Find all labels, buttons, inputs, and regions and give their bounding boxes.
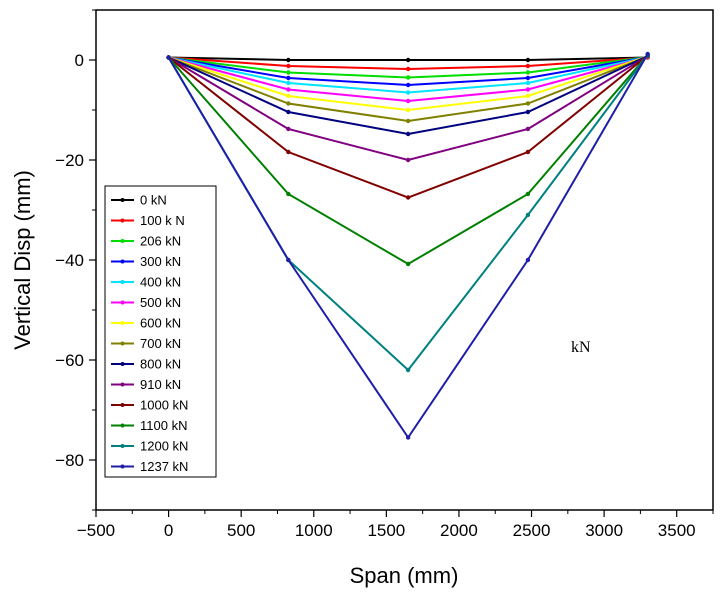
- legend: 0 kN 100 k N 206 kN 300 kN 400 kN 500 kN 600 k…: [104, 185, 217, 478]
- data-point: [525, 191, 531, 197]
- y-tick-label: 0: [75, 51, 84, 70]
- legend-marker: [120, 341, 125, 346]
- legend-label: 0 kN: [140, 193, 167, 208]
- data-point: [405, 131, 411, 137]
- series-lines: [166, 51, 650, 440]
- x-tick-label: 2000: [440, 521, 478, 540]
- x-tick-label: 500: [227, 521, 255, 540]
- data-point: [525, 63, 531, 69]
- data-point: [286, 257, 291, 263]
- legend-marker: [120, 444, 125, 448]
- y-tick-label: −80: [55, 451, 84, 470]
- legend-label: 300 kN: [140, 254, 181, 269]
- data-point: [525, 101, 531, 106]
- y-tick-label: −40: [55, 251, 84, 270]
- data-point: [166, 55, 171, 60]
- legend-marker: [120, 239, 125, 243]
- data-point: [405, 107, 411, 113]
- data-point: [405, 261, 411, 267]
- data-point: [286, 191, 291, 197]
- data-point: [405, 195, 411, 200]
- legend-marker: [120, 382, 125, 387]
- legend-label: 1100 kN: [140, 418, 187, 433]
- data-point: [405, 367, 411, 373]
- data-point: [286, 63, 291, 69]
- data-point: [405, 90, 411, 95]
- legend-marker: [120, 423, 125, 428]
- data-point: [645, 51, 650, 57]
- data-point: [286, 57, 291, 63]
- legend-marker: [120, 280, 125, 284]
- data-point: [405, 57, 411, 63]
- legend-label: 206 kN: [140, 234, 181, 249]
- legend-marker: [120, 362, 125, 366]
- x-tick-label: 2500: [513, 521, 551, 540]
- legend-marker: [120, 464, 125, 469]
- legend-label: 500 kN: [140, 295, 181, 310]
- data-point: [525, 75, 531, 81]
- data-point: [286, 93, 291, 99]
- data-point: [286, 101, 291, 106]
- tick-labels: −500 0 500 1000 1500 2000 2500 3000 3500 0 −20 −40 −…: [55, 51, 695, 540]
- data-point: [525, 80, 531, 86]
- data-point: [405, 98, 411, 104]
- data-point: [525, 87, 531, 92]
- legend-marker: [120, 198, 125, 202]
- data-point: [525, 126, 531, 132]
- legend-marker: [120, 300, 125, 305]
- x-tick-label: 3500: [658, 521, 696, 540]
- data-point: [286, 149, 291, 155]
- data-point: [286, 126, 291, 132]
- data-point: [525, 212, 531, 218]
- legend-label: 1000 kN: [140, 398, 188, 413]
- data-point: [525, 93, 531, 99]
- y-tick-label: −20: [55, 151, 84, 170]
- legend-label: 700 kN: [140, 336, 181, 351]
- data-point: [405, 82, 411, 88]
- annotation-kn: kN: [571, 339, 591, 356]
- legend-label: 100 k N: [140, 213, 185, 228]
- x-tick-label: 3000: [585, 521, 623, 540]
- data-point: [525, 109, 531, 115]
- x-tick-label: −500: [77, 521, 115, 540]
- axis-ticks: [89, 9, 714, 517]
- data-point: [525, 257, 531, 263]
- legend-label: 1237 kN: [140, 459, 188, 474]
- data-point: [405, 75, 411, 80]
- data-point: [525, 57, 531, 63]
- legend-marker: [120, 403, 125, 407]
- y-tick-label: −60: [55, 351, 84, 370]
- legend-marker: [120, 321, 125, 325]
- data-point: [525, 70, 531, 75]
- legend-label: 1200 kN: [140, 439, 188, 454]
- data-point: [405, 435, 411, 440]
- x-axis-title: Span (mm): [350, 563, 459, 588]
- data-point: [525, 149, 531, 155]
- data-point: [286, 75, 291, 81]
- x-tick-label: 0: [164, 521, 173, 540]
- data-point: [405, 66, 411, 72]
- legend-label: 600 kN: [140, 316, 181, 331]
- legend-label: 910 kN: [140, 377, 181, 392]
- legend-label: 400 kN: [140, 275, 181, 290]
- legend-marker: [120, 218, 125, 223]
- x-tick-label: 1500: [367, 521, 405, 540]
- data-point: [405, 157, 411, 163]
- data-point: [286, 70, 291, 75]
- data-point: [405, 118, 411, 124]
- x-tick-label: 1000: [295, 521, 333, 540]
- legend-marker: [120, 259, 125, 264]
- data-point: [286, 87, 291, 92]
- data-point: [286, 80, 291, 86]
- y-axis-title: Vertical Disp (mm): [10, 170, 35, 350]
- legend-label: 800 kN: [140, 357, 181, 372]
- data-point: [286, 109, 291, 115]
- legend-box: [104, 185, 217, 478]
